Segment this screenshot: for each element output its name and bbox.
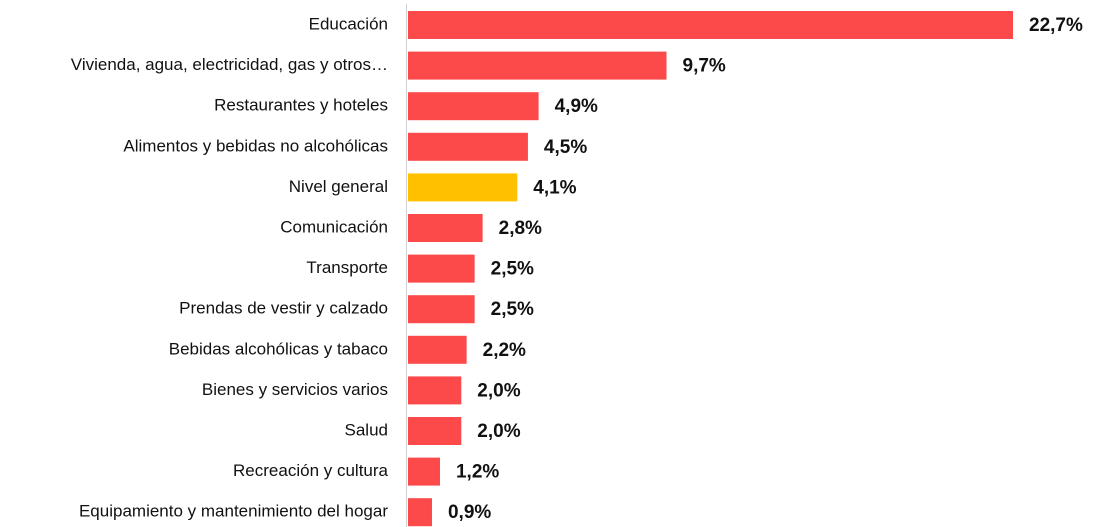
value-label: 2,0% (477, 421, 520, 442)
category-label: Bienes y servicios varios (202, 380, 388, 399)
category-label: Restaurantes y hoteles (214, 96, 388, 115)
bar (408, 335, 467, 364)
category-label: Vivienda, agua, electricidad, gas y otro… (71, 55, 388, 74)
category-label: Educación (309, 14, 388, 33)
value-label: 4,5% (544, 137, 587, 158)
value-label: 1,2% (456, 462, 499, 483)
bar (408, 295, 475, 324)
value-label: 2,0% (477, 380, 520, 401)
value-label: 2,5% (491, 299, 534, 320)
bar (408, 51, 667, 80)
bar (408, 417, 462, 445)
bar (408, 498, 432, 527)
bar (408, 173, 518, 202)
value-label: 2,8% (499, 218, 542, 239)
category-label: Salud (345, 420, 388, 439)
category-label: Equipamiento y mantenimiento del hogar (79, 502, 388, 521)
bar (408, 376, 462, 405)
category-label: Alimentos y bebidas no alcohólicas (123, 136, 388, 155)
bar (408, 457, 440, 486)
category-label: Recreación y cultura (233, 461, 389, 480)
bar (408, 11, 1013, 39)
bar (408, 254, 475, 283)
value-label: 9,7% (683, 56, 726, 77)
value-label: 2,5% (491, 259, 534, 280)
bar (408, 132, 528, 161)
value-label: 22,7% (1029, 15, 1083, 36)
category-label: Comunicación (280, 217, 388, 236)
category-label: Transporte (306, 258, 388, 277)
bar (408, 214, 483, 242)
value-label: 4,1% (533, 177, 576, 198)
value-label: 4,9% (555, 96, 598, 117)
value-label: 2,2% (483, 340, 526, 361)
category-label: Bebidas alcohólicas y tabaco (169, 339, 388, 358)
bar (408, 92, 539, 121)
category-label: Prendas de vestir y calzado (179, 299, 388, 318)
category-label: Nivel general (289, 177, 388, 196)
value-label: 0,9% (448, 502, 491, 523)
